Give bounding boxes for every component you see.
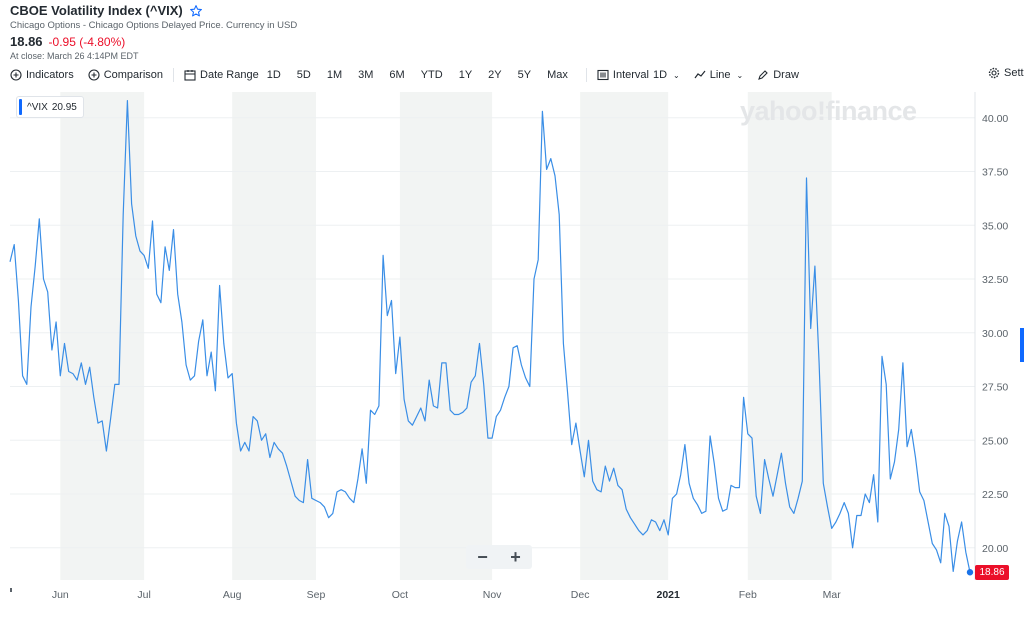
interval-label: Interval: [612, 69, 649, 81]
line-label: Line: [709, 69, 731, 81]
scroll-handle[interactable]: [1020, 328, 1024, 362]
chevron-down-icon: ⌄: [673, 70, 680, 80]
draw-button[interactable]: Draw: [757, 69, 799, 81]
x-tick-label: Dec: [571, 589, 590, 601]
line-chart-icon: [694, 70, 706, 79]
yahoo-finance-logo: yahoo!finance: [740, 96, 917, 126]
range-3m[interactable]: 3M: [358, 69, 374, 81]
month-band: [232, 92, 317, 580]
zoom-in-button[interactable]: +: [510, 546, 521, 567]
y-tick-label: 32.50: [982, 274, 1008, 286]
indicators-button[interactable]: Indicators: [10, 69, 74, 81]
month-band: [60, 92, 145, 580]
line-type-button[interactable]: Line ⌄: [694, 69, 744, 81]
calendar-icon: [184, 70, 196, 81]
chart-toolbar: Indicators Comparison Date Range 1D 5D 1…: [10, 66, 799, 84]
star-icon[interactable]: [189, 4, 203, 18]
y-tick-label: 37.50: [982, 167, 1008, 179]
settings-button[interactable]: Setti: [988, 67, 1024, 79]
series-line-vix: [9, 100, 971, 573]
range-2y[interactable]: 2Y: [488, 69, 502, 81]
toolbar-divider: [585, 68, 587, 82]
zoom-out-button[interactable]: −: [477, 546, 488, 567]
y-tick-label: 35.00: [982, 220, 1008, 232]
comparison-button[interactable]: Comparison: [88, 69, 163, 81]
vix-line-chart[interactable]: 20.00 22.50 25.00 27.50 30.00 32.50 35.00 37.50…: [0, 88, 1024, 608]
indicators-label: Indicators: [26, 69, 74, 81]
quote-title: CBOE Volatility Index (^VIX): [10, 3, 183, 18]
range-max[interactable]: Max: [547, 69, 568, 81]
month-band: [399, 92, 493, 580]
plus-circle-icon: [88, 69, 100, 81]
y-tick-label: 20.00: [982, 543, 1008, 555]
range-5d[interactable]: 5D: [296, 69, 311, 81]
series-legend[interactable]: ^VIX 20.95: [16, 96, 84, 118]
range-1d[interactable]: 1D: [266, 69, 281, 81]
x-tick-label: Jun: [52, 589, 69, 601]
y-tick-label: 22.50: [982, 489, 1008, 501]
range-5y[interactable]: 5Y: [517, 69, 532, 81]
x-tick-label: Nov: [483, 589, 502, 601]
last-price-tag: 18.86: [975, 565, 1009, 580]
y-tick-label: 27.50: [982, 382, 1008, 394]
legend-symbol: ^VIX: [27, 101, 48, 113]
quote-subtitle: Chicago Options - Chicago Options Delaye…: [10, 20, 298, 31]
x-tick-label: Sep: [307, 589, 326, 601]
range-6m[interactable]: 6M: [389, 69, 405, 81]
x-tick-label: Jul: [137, 589, 150, 601]
toolbar-divider: [173, 68, 175, 82]
interval-value: 1D: [652, 69, 668, 81]
draw-label: Draw: [773, 69, 799, 81]
interval-button[interactable]: Interval 1D ⌄: [597, 69, 680, 81]
gear-icon: [988, 67, 1000, 79]
x-tick-label: Feb: [739, 589, 757, 601]
range-ytd[interactable]: YTD: [420, 69, 443, 81]
y-tick-label: 25.00: [982, 435, 1008, 447]
quote-header: CBOE Volatility Index (^VIX) Chicago Opt…: [10, 0, 297, 61]
y-tick-label: 40.00: [982, 113, 1008, 125]
price-change: -0.95 (-4.80%): [48, 35, 126, 49]
range-1m[interactable]: 1M: [326, 69, 343, 81]
y-tick-label: 30.00: [982, 328, 1008, 340]
current-price: 18.86: [10, 34, 43, 49]
range-1y[interactable]: 1Y: [458, 69, 473, 81]
date-range-button[interactable]: Date Range: [184, 69, 259, 81]
last-point-dot: [966, 569, 974, 576]
candlestick-icon: [597, 69, 609, 81]
axis-marker: [10, 588, 12, 592]
zoom-control: − +: [466, 545, 532, 569]
x-tick-label: Mar: [823, 589, 842, 601]
x-tick-label: Aug: [223, 589, 242, 601]
comparison-label: Comparison: [103, 69, 164, 81]
month-band: [580, 92, 669, 580]
legend-value: 20.95: [51, 101, 77, 113]
chevron-down-icon: ⌄: [736, 70, 744, 80]
x-tick-label: 2021: [656, 589, 680, 601]
date-range-label: Date Range: [200, 69, 259, 81]
x-tick-label: Oct: [392, 589, 408, 601]
plus-circle-icon: [10, 69, 22, 81]
close-time: At close: March 26 4:14PM EDT: [10, 51, 139, 61]
pencil-icon: [758, 70, 769, 80]
settings-label: Setti: [1004, 67, 1024, 79]
